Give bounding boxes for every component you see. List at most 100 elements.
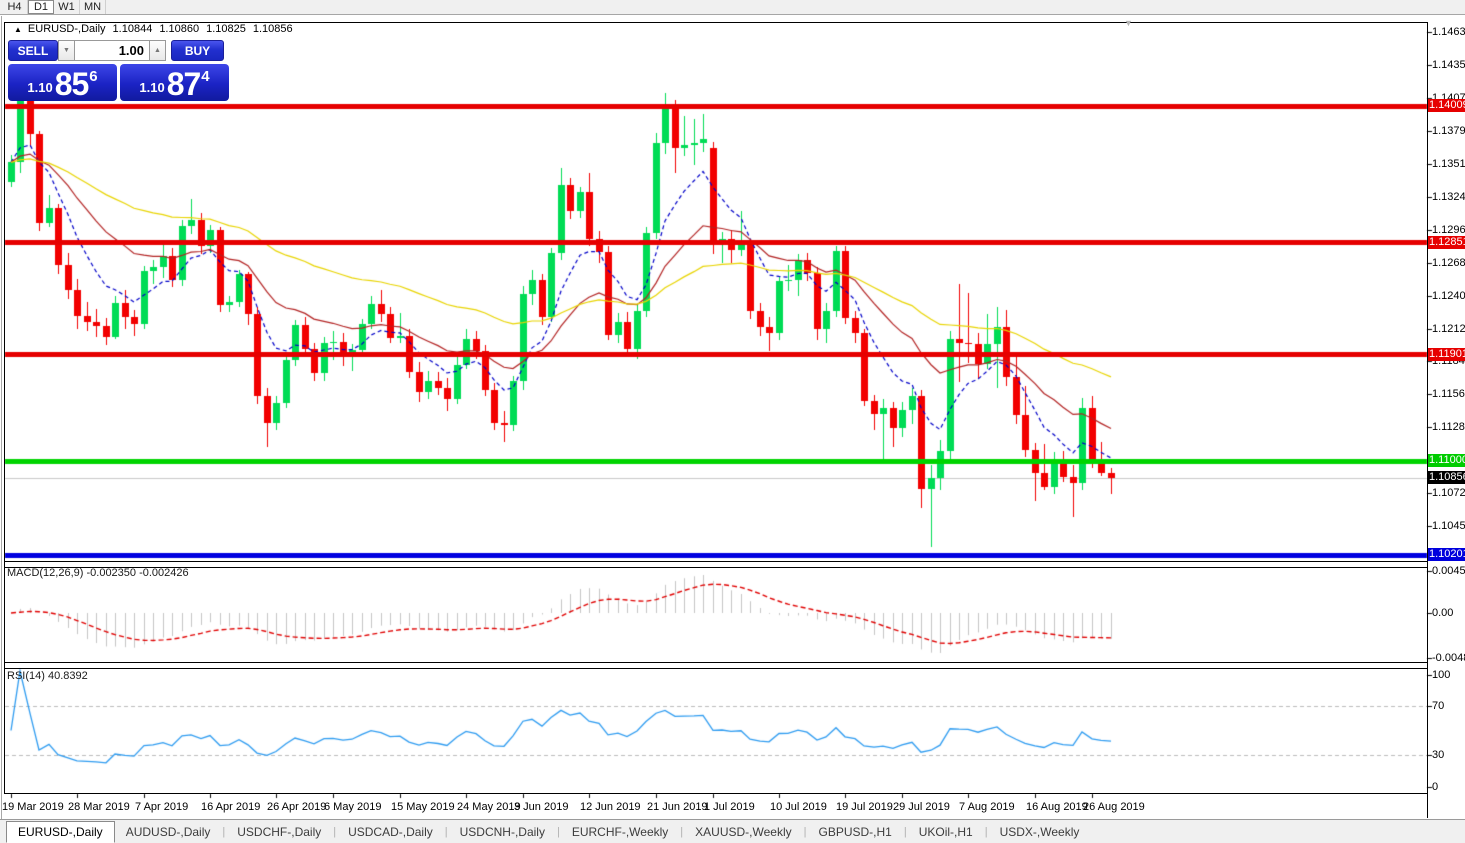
price-tick-label: 1.12400 [1432,289,1465,302]
date-axis-label: 19 Mar 2019 [2,801,64,813]
macd-label: MACD(12,26,9) -0.002350 -0.002426 [7,567,189,579]
rsi-tick-label: 30 [1432,749,1445,762]
date-axis-label: 10 Jul 2019 [770,801,827,813]
symbol-marker-icon: ▲ [14,24,22,34]
price-tag: 1.14009 [1428,99,1465,113]
chart-tab-usdxweekly[interactable]: USDX-,Weekly [999,824,1080,839]
buy-price-prefix: 1.10 [139,80,165,95]
tab-separator: | [333,825,337,838]
ohlc-close: 1.10856 [252,23,293,35]
date-axis-label: 29 Jul 2019 [893,801,950,813]
axis-separator [1427,22,1428,818]
chart-tab-audusddaily[interactable]: AUDUSD-,Daily [125,824,211,839]
chart-title: ▲ EURUSD-,Daily 1.10844 1.10860 1.10825 … [14,23,293,35]
chart-tab-usdcnhdaily[interactable]: USDCNH-,Daily [459,824,545,839]
volume-decrease-button[interactable]: ▼ [58,40,75,61]
sell-button[interactable]: SELL [8,40,58,61]
date-axis-label: 6 May 2019 [324,801,382,813]
date-axis-label: 12 Jun 2019 [580,801,641,813]
timeframe-button-H4[interactable]: H4 [2,0,28,14]
tab-separator: | [444,825,448,838]
volume-increase-button[interactable]: ▲ [149,40,166,61]
date-axis-label: 28 Mar 2019 [68,801,130,813]
pane-separator-2b[interactable] [4,668,1428,669]
plot-frame-left [4,22,5,794]
price-tick-label: 1.12120 [1432,322,1465,335]
timeframe-bar: H4 D1 W1 MN [0,0,1465,15]
timeframe-button-D1[interactable]: D1 [28,0,54,14]
date-axis-label: 26 Apr 2019 [267,801,327,813]
sell-price-prefix: 1.10 [27,80,53,95]
sell-price-sup: 6 [89,68,98,85]
chart-tab-ukoilh1[interactable]: UKOil-,H1 [918,824,973,839]
chart-tab-xauusdweekly[interactable]: XAUUSD-,Weekly [695,824,792,839]
date-axis-label: 19 Jul 2019 [836,801,893,813]
macd-tick-label: -0.004806 [1432,651,1465,664]
rsi-tick-label: 70 [1432,699,1445,712]
date-axis-label: 16 Aug 2019 [1026,801,1088,813]
macd-signal-value: -0.002426 [139,567,189,579]
price-tick-label: 1.11565 [1432,388,1465,401]
date-axis-label: 15 May 2019 [391,801,455,813]
price-tick-label: 1.13515 [1432,158,1465,171]
chart-tab-eurchfweekly[interactable]: EURCHF-,Weekly [571,824,669,839]
macd-name: MACD(12,26,9) [7,567,84,579]
chart-tab-usdchfdaily[interactable]: USDCHF-,Daily [237,824,322,839]
ohlc-open: 1.10844 [112,23,153,35]
price-tick-label: 1.10725 [1432,487,1465,500]
pane-separator-1b[interactable] [4,567,1428,568]
rsi-label: RSI(14) 40.8392 [7,670,88,682]
volume-input[interactable] [75,40,149,61]
date-axis-label: 16 Apr 2019 [201,801,261,813]
chart-tab-usdcaddaily[interactable]: USDCAD-,Daily [348,824,433,839]
price-tick-label: 1.14635 [1432,26,1465,39]
macd-tick-label: 0.00 [1432,607,1454,619]
chart-shift-marker-icon[interactable]: ▼ [1124,18,1133,28]
date-axis-label: 7 Apr 2019 [135,801,189,813]
tab-separator: | [222,825,226,838]
ohlc-high: 1.10860 [159,23,200,35]
timeframe-button-MN[interactable]: MN [80,0,107,14]
window-border-left [1,16,2,843]
date-axis-label: 3 Jun 2019 [514,801,569,813]
buy-price-big: 87 [166,66,202,102]
rsi-tick-label: 0 [1432,781,1439,793]
pane-separator-2a[interactable] [4,662,1428,663]
tab-separator: | [556,825,560,838]
rsi-name: RSI(14) [7,670,45,682]
price-tag: 1.11901 [1428,347,1465,361]
rsi-tick-label: 100 [1432,669,1451,681]
date-axis-label: 7 Aug 2019 [959,801,1015,813]
rsi-value: 40.8392 [47,670,88,682]
buy-button[interactable]: BUY [171,40,224,61]
chart-tab-bar: EURUSD-,Daily AUDUSD-,Daily | USDCHF-,Daily… [0,819,1465,843]
tab-separator: | [903,825,907,838]
price-tag: 1.10201 [1428,548,1465,562]
buy-price-sup: 4 [201,68,210,85]
price-tag: 1.12851 [1428,235,1465,249]
tab-separator: | [984,825,988,838]
macd-main-value: -0.002350 [86,567,137,579]
ohlc-low: 1.10825 [206,23,246,35]
date-axis-label: 1 Jul 2019 [704,801,755,813]
tab-separator: | [680,825,684,838]
chart-tab-gbpusdh1[interactable]: GBPUSD-,H1 [818,824,892,839]
sell-price-big: 85 [54,66,90,102]
chart-tab-eurusddaily[interactable]: EURUSD-,Daily [6,820,115,843]
pane-separator-1a[interactable] [4,561,1428,562]
price-tick-label: 1.11285 [1432,421,1465,434]
price-tick-label: 1.12680 [1432,256,1465,269]
price-tick-label: 1.14355 [1432,59,1465,72]
plot-frame-top [4,22,1428,23]
sell-price-display[interactable]: 1.10 85 6 [8,64,117,101]
buy-price-display[interactable]: 1.10 87 4 [120,64,229,101]
date-axis-label: 26 Aug 2019 [1083,801,1145,813]
price-tick-label: 1.13240 [1432,190,1465,203]
timeframe-button-W1[interactable]: W1 [54,0,80,14]
chart-symbol-label: EURUSD-,Daily [27,23,106,35]
plot-frame-bottom [4,793,1428,794]
price-tag: 1.10856 [1428,471,1465,485]
date-axis-label: 21 Jun 2019 [647,801,708,813]
